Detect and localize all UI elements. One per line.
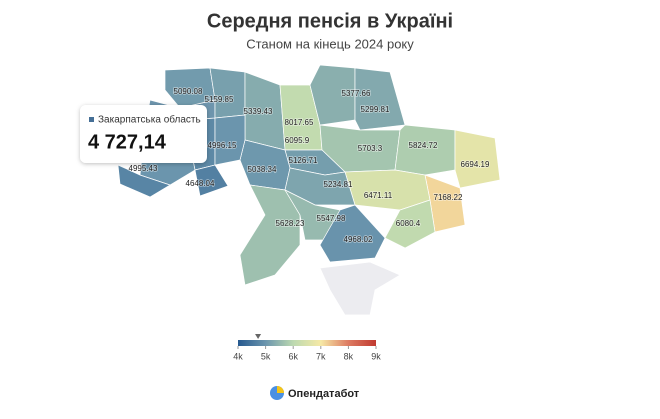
region-value-label: 5159.85: [205, 95, 234, 104]
region-hovered: [117, 164, 171, 198]
logo-icon: [277, 386, 284, 393]
colorbar-marker: [255, 334, 262, 339]
region-no-data: [319, 261, 401, 316]
region-value-label: 5234.81: [324, 180, 353, 189]
tooltip: Закарпатська область 4 727,14: [80, 105, 207, 163]
region-value-label: 5339.43: [244, 107, 273, 116]
tooltip-swatch: [89, 117, 94, 122]
colorbar-tick-label: 8k: [344, 351, 354, 361]
tooltip-region: Закарпатська область: [98, 114, 201, 126]
region-value-label: 6471.11: [364, 191, 393, 200]
region: [194, 164, 229, 197]
region: [384, 199, 436, 249]
region-value-label: 5824.72: [409, 141, 438, 150]
region-value-label: 4968.02: [344, 235, 373, 244]
region-value-label: 8017.65: [285, 118, 314, 127]
region-value-label: 5628.23: [276, 219, 305, 228]
region: [164, 67, 216, 109]
region-value-label: 5038.34: [248, 165, 277, 174]
colorbar-bar: [238, 340, 376, 346]
region-value-label: 5547.98: [317, 214, 346, 223]
region-value-label: 5377.66: [342, 89, 371, 98]
colorbar-tick-label: 4k: [233, 351, 243, 361]
region-value-label: 5299.81: [361, 105, 390, 114]
title: Середня пенсія в Україні: [207, 10, 453, 32]
region: [214, 114, 246, 166]
colorbar-tick-label: 9k: [371, 351, 381, 361]
region-value-label: 6095.9: [285, 136, 310, 145]
region-value-label: 4648.04: [186, 179, 215, 188]
region-value-label: 6080.4: [396, 219, 421, 228]
logo-text: Опендатабот: [288, 388, 360, 400]
region-value-label: 7168.22: [434, 193, 463, 202]
colorbar-tick-label: 7k: [316, 351, 326, 361]
region: [454, 129, 501, 189]
region-value-label: 5090.08: [174, 87, 203, 96]
subtitle: Станом на кінець 2024 року: [246, 36, 414, 51]
region-value-label: 4995.43: [129, 164, 158, 173]
region-value-label: 5126.71: [289, 156, 318, 165]
tooltip-value: 4 727,14: [88, 131, 167, 153]
region-value-label: 4996.15: [208, 141, 237, 150]
region-value-label: 6694.19: [461, 160, 490, 169]
region: [354, 67, 406, 131]
colorbar: 4k 5k 6k 7k 8k 9k: [233, 334, 381, 361]
region: [319, 204, 386, 263]
region-value-label: 5703.3: [358, 144, 383, 153]
regions: [117, 64, 501, 316]
tooltip-box: [80, 105, 207, 163]
region: [209, 67, 246, 119]
colorbar-tick-label: 6k: [288, 351, 298, 361]
colorbar-tick-label: 5k: [261, 351, 271, 361]
